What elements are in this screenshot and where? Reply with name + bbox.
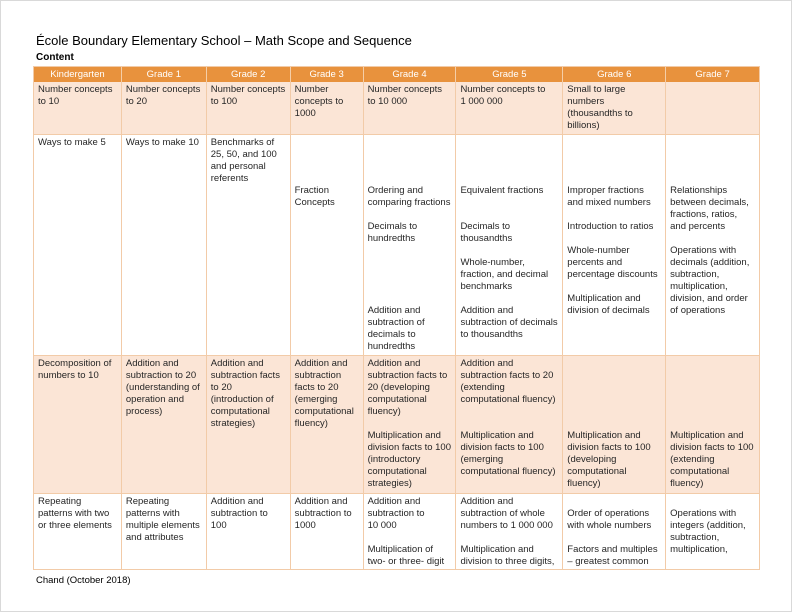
column-header-grade-1: Grade 1 bbox=[122, 67, 207, 82]
cell-paragraph: Addition and subtraction of decimals to … bbox=[460, 305, 558, 340]
table-cell: Number concepts to 10 000 bbox=[364, 82, 457, 134]
cell-paragraph: Fraction Concepts bbox=[294, 185, 335, 208]
cell-paragraph: Number concepts to 1 000 000 bbox=[460, 84, 546, 107]
cell-paragraph: Number concepts to 10 000 bbox=[367, 84, 443, 107]
cell-paragraph: Benchmarks of 25, 50, and 100 and person… bbox=[210, 137, 277, 184]
cell-paragraph: Order of operations with whole numbers bbox=[567, 508, 652, 531]
cell-paragraph: Repeating patterns with two or three ele… bbox=[38, 496, 112, 531]
cell-paragraph: Multiplication and division facts to 100… bbox=[367, 430, 451, 489]
cell-paragraph: Addition and subtraction facts to 20 (de… bbox=[367, 358, 448, 417]
cell-paragraph: Addition and subtraction to 20 (understa… bbox=[125, 358, 200, 417]
table-cell: Ways to make 5 bbox=[34, 135, 122, 355]
cell-paragraph: Number concepts to 100 bbox=[210, 84, 286, 107]
table-header-row: Kindergarten Grade 1 Grade 2 Grade 3 Grade 4… bbox=[34, 67, 759, 82]
cell-paragraph: Multiplication and division to three dig… bbox=[460, 544, 555, 567]
table-cell: Number concepts to 100 bbox=[207, 82, 291, 134]
table-cell: Number concepts to 10 bbox=[34, 82, 122, 134]
table-cell: Equivalent fractions Decimals to thousand… bbox=[456, 135, 564, 355]
cell-paragraph: Number concepts to 10 bbox=[38, 84, 113, 107]
table-cell: Operations with integers (addition, subt… bbox=[666, 494, 759, 569]
table-cell: Repeating patterns with two or three ele… bbox=[34, 494, 122, 569]
table-row: Decomposition of numbers to 10 Addition a… bbox=[34, 356, 759, 494]
table-row: Ways to make 5 Ways to make 10 Benchmarks … bbox=[34, 135, 759, 356]
cell-paragraph: Equivalent fractions bbox=[460, 185, 544, 196]
cell-paragraph: Whole-number percents and percentage dis… bbox=[567, 245, 658, 280]
cell-paragraph: Small to large numbers (thousandths to b… bbox=[567, 84, 633, 131]
column-header-grade-4: Grade 4 bbox=[364, 67, 457, 82]
cell-paragraph: Decimals to thousandths bbox=[460, 221, 513, 244]
cell-paragraph: Multiplication of two- or three- digit bbox=[367, 544, 445, 567]
cell-paragraph: Addition and subtraction facts to 20 (ex… bbox=[460, 358, 556, 405]
cell-paragraph: Multiplication and division facts to 100… bbox=[567, 430, 651, 489]
table-cell: Addition and subtraction facts to 20 (de… bbox=[364, 356, 457, 493]
table-cell: Ways to make 10 bbox=[122, 135, 207, 355]
table-cell: Number concepts to 1000 bbox=[291, 82, 364, 134]
table-cell: Addition and subtraction to 100 bbox=[207, 494, 291, 569]
cell-paragraph: Addition and subtraction of decimals to … bbox=[367, 305, 425, 352]
table-cell: Multiplication and division facts to 100… bbox=[666, 356, 759, 493]
footer-note: Chand (October 2018) bbox=[36, 575, 131, 586]
column-header-grade-3: Grade 3 bbox=[291, 67, 364, 82]
table-cell: Small to large numbers (thousandths to b… bbox=[563, 82, 667, 134]
cell-paragraph: Ways to make 5 bbox=[38, 137, 106, 148]
cell-paragraph: Addition and subtraction to 1000 bbox=[294, 496, 352, 531]
table-cell: Number concepts to 20 bbox=[122, 82, 207, 134]
cell-paragraph: Addition and subtraction to 100 bbox=[210, 496, 268, 531]
page-title: École Boundary Elementary School – Math … bbox=[36, 33, 412, 48]
table-cell: Addition and subtraction facts to 20 (in… bbox=[207, 356, 291, 493]
cell-paragraph: Ways to make 10 bbox=[125, 137, 199, 148]
table-cell: Addition and subtraction to 20 (understa… bbox=[122, 356, 207, 493]
table-cell: Improper fractions and mixed numbers Intr… bbox=[563, 135, 667, 355]
column-header-grade-6: Grade 6 bbox=[563, 67, 667, 82]
cell-paragraph: Multiplication and division facts to 100… bbox=[460, 430, 556, 477]
table-cell: Addition and subtraction facts to 20 (ex… bbox=[456, 356, 564, 493]
column-header-grade-5: Grade 5 bbox=[456, 67, 564, 82]
cell-paragraph: Addition and subtraction to 10 000 bbox=[367, 496, 425, 531]
column-header-kindergarten: Kindergarten bbox=[34, 67, 122, 82]
cell-paragraph: Decimals to hundredths bbox=[367, 221, 418, 244]
column-header-grade-2: Grade 2 bbox=[207, 67, 291, 82]
cell-paragraph: Multiplication and division of decimals bbox=[567, 293, 650, 316]
table-cell: Multiplication and division facts to 100… bbox=[563, 356, 667, 493]
table-row: Number concepts to 10 Number concepts to … bbox=[34, 82, 759, 135]
table-cell: Fraction Concepts bbox=[291, 135, 364, 355]
cell-paragraph: Repeating patterns with multiple element… bbox=[125, 496, 200, 543]
table-cell: Ordering and comparing fractions Decimals… bbox=[364, 135, 457, 355]
table-cell: Addition and subtraction to 10 000 Multip… bbox=[364, 494, 457, 569]
table-row: Repeating patterns with two or three ele… bbox=[34, 494, 759, 570]
content-label: Content bbox=[36, 52, 74, 63]
cell-paragraph: Addition and subtraction of whole number… bbox=[460, 496, 553, 531]
table-cell: Number concepts to 1 000 000 bbox=[456, 82, 564, 134]
scope-sequence-table: Kindergarten Grade 1 Grade 2 Grade 3 Grade 4… bbox=[33, 66, 760, 570]
cell-paragraph: Number concepts to 20 bbox=[125, 84, 201, 107]
table-cell bbox=[666, 82, 759, 134]
table-cell: Addition and subtraction to 1000 bbox=[291, 494, 364, 569]
table-cell: Decomposition of numbers to 10 bbox=[34, 356, 122, 493]
table-body: Number concepts to 10 Number concepts to … bbox=[34, 82, 759, 570]
cell-paragraph: Addition and subtraction facts to 20 (em… bbox=[294, 358, 354, 429]
cell-paragraph: Operations with integers (addition, subt… bbox=[670, 508, 746, 555]
table-cell: Addition and subtraction facts to 20 (em… bbox=[291, 356, 364, 493]
column-header-grade-7: Grade 7 bbox=[695, 69, 730, 80]
cell-paragraph: Addition and subtraction facts to 20 (in… bbox=[210, 358, 280, 429]
table-cell: Addition and subtraction of whole number… bbox=[456, 494, 564, 569]
cell-paragraph: Relationships between decimals, fraction… bbox=[670, 185, 749, 232]
cell-paragraph: Operations with decimals (addition, subt… bbox=[670, 245, 750, 316]
cell-paragraph: Ordering and comparing fractions bbox=[367, 185, 451, 208]
table-cell: Benchmarks of 25, 50, and 100 and person… bbox=[207, 135, 291, 355]
cell-paragraph: Factors and multiples – greatest common bbox=[567, 544, 658, 567]
table-cell: Relationships between decimals, fraction… bbox=[666, 135, 759, 355]
table-cell: Repeating patterns with multiple element… bbox=[122, 494, 207, 569]
cell-paragraph: Decomposition of numbers to 10 bbox=[38, 358, 112, 381]
cell-paragraph: Multiplication and division facts to 100… bbox=[670, 430, 754, 489]
cell-paragraph: Whole-number, fraction, and decimal benc… bbox=[460, 257, 549, 292]
cell-paragraph: Improper fractions and mixed numbers bbox=[567, 185, 651, 208]
table-cell: Order of operations with whole numbers Fa… bbox=[563, 494, 667, 569]
cell-paragraph: Number concepts to 1000 bbox=[294, 84, 344, 119]
cell-paragraph: Introduction to ratios bbox=[567, 221, 654, 232]
